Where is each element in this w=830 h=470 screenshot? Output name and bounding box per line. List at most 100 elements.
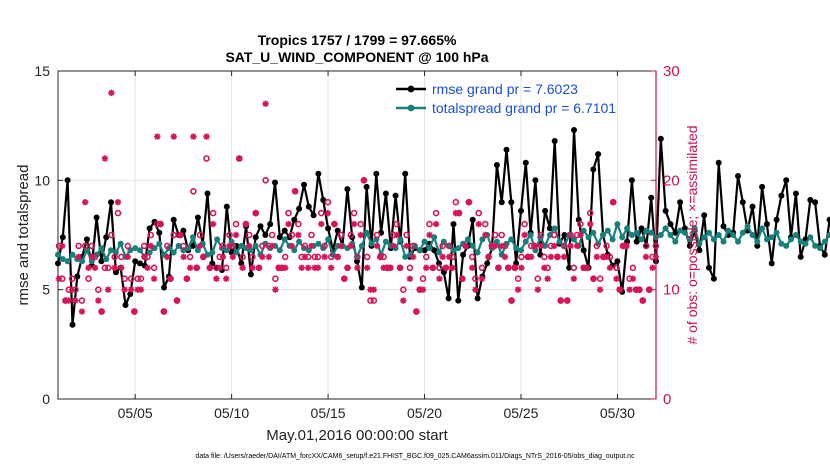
totalspread-point	[681, 229, 688, 236]
legend-marker-totalspread	[407, 104, 415, 112]
obs-possible-marker	[481, 220, 489, 228]
obs-possible-marker	[439, 242, 446, 250]
obs-assimilated-marker	[124, 253, 132, 261]
obs-assimilated-marker	[180, 253, 187, 261]
obs-assimilated-marker	[632, 286, 640, 293]
axis-ticks: 05/05 05/10 05/15 05/20 05/25 05/30 0 5 10 15 0 10 2…	[34, 63, 679, 421]
rmse-point	[657, 135, 664, 142]
rmse-point	[291, 216, 298, 223]
rmse-point	[74, 273, 81, 280]
rmse-point	[460, 251, 467, 258]
y-right-tick-label: 10	[663, 282, 680, 299]
totalspread-point	[624, 225, 631, 232]
obs-assimilated-marker	[75, 253, 82, 261]
obs-assimilated-marker	[495, 264, 502, 271]
obs-possible-marker	[78, 297, 86, 304]
obs-assimilated-marker	[570, 275, 578, 282]
totalspread-point	[436, 249, 442, 256]
totalspread-point	[69, 251, 76, 258]
rmse-point	[455, 297, 462, 304]
obs-assimilated-marker	[485, 253, 492, 261]
obs-possible-marker	[629, 264, 637, 272]
rmse-point	[272, 179, 278, 186]
totalspread-point	[117, 240, 124, 247]
obs-assimilated-marker	[357, 231, 364, 239]
rmse-point	[103, 234, 110, 241]
obs-assimilated-marker	[613, 275, 620, 282]
rmse-point	[59, 234, 66, 241]
obs-assimilated-marker	[514, 286, 522, 293]
rmse-point	[402, 170, 409, 177]
obs-assimilated-marker	[550, 242, 558, 250]
legend-label-totalspread: totalspread grand pr = 6.7101	[432, 100, 616, 116]
obs-assimilated-marker	[252, 209, 259, 217]
rmse-point	[754, 242, 761, 249]
obs-assimilated-marker	[157, 220, 164, 228]
rmse-point	[204, 190, 211, 197]
rmse-point	[503, 146, 510, 153]
obs-assimilated-marker	[642, 253, 650, 261]
totalspread-point	[643, 227, 650, 234]
totalspread-point	[325, 236, 332, 243]
totalspread-point	[233, 249, 240, 256]
obs-possible-marker	[593, 242, 601, 250]
obs-assimilated-marker	[242, 220, 250, 228]
obs-assimilated-marker	[344, 264, 351, 271]
rmse-point	[792, 190, 799, 197]
rmse-point	[194, 214, 201, 221]
totalspread-point	[214, 236, 221, 243]
obs-possible-marker	[436, 264, 443, 272]
obs-assimilated-marker	[298, 264, 305, 271]
rmse-point	[156, 229, 163, 236]
obs-possible-marker	[642, 242, 650, 250]
obs-possible-marker	[249, 253, 256, 261]
totalspread-point	[397, 236, 404, 243]
rmse-point	[484, 260, 491, 267]
obs-assimilated-marker	[587, 220, 594, 228]
totalspread-point	[474, 249, 481, 256]
obs-assimilated-marker	[439, 253, 446, 261]
obs-possible-marker	[108, 231, 115, 239]
obs-possible-marker	[498, 231, 506, 239]
rmse-point	[807, 197, 814, 203]
totalspread-point	[749, 232, 756, 238]
rmse-point	[759, 183, 766, 190]
totalspread-point	[291, 247, 298, 254]
rmse-point	[633, 238, 640, 245]
obs-assimilated-marker	[65, 297, 73, 304]
obs-possible-marker	[518, 253, 525, 261]
rmse-point	[821, 251, 828, 258]
obs-possible-marker	[596, 275, 604, 283]
rmse-point	[64, 177, 71, 184]
obs-assimilated-marker	[301, 253, 309, 261]
obs-possible-marker	[196, 231, 204, 239]
obs-assimilated-marker	[134, 286, 141, 293]
totalspread-point	[754, 238, 761, 245]
rmse-point	[170, 216, 177, 223]
obs-assimilated-marker	[527, 253, 535, 261]
obs-assimilated-marker	[137, 286, 145, 293]
y-right-tick-label: 30	[663, 63, 680, 80]
obs-assimilated-marker	[121, 286, 128, 293]
obs-possible-marker	[245, 231, 253, 239]
totalspread-point	[518, 247, 524, 254]
totalspread-point	[580, 227, 587, 234]
obs-possible-marker	[475, 209, 483, 217]
obs-assimilated-marker	[160, 308, 168, 315]
x-tick-label: 05/10	[214, 405, 249, 421]
totalspread-point	[450, 247, 457, 254]
rmse-point	[305, 203, 312, 210]
rmse-point	[706, 264, 712, 271]
obs-possible-marker	[163, 242, 171, 250]
totalspread-point	[315, 240, 322, 247]
rmse-point	[696, 247, 703, 254]
obs-assimilated-marker	[426, 231, 433, 239]
obs-possible-marker	[347, 231, 355, 239]
obs-assimilated-marker	[560, 253, 568, 261]
totalspread-point	[778, 240, 785, 247]
obs-assimilated-marker	[475, 220, 482, 228]
totalspread-point	[677, 227, 684, 234]
rmse-point	[69, 321, 76, 328]
totalspread-point	[686, 236, 693, 243]
totalspread-point	[826, 232, 830, 238]
